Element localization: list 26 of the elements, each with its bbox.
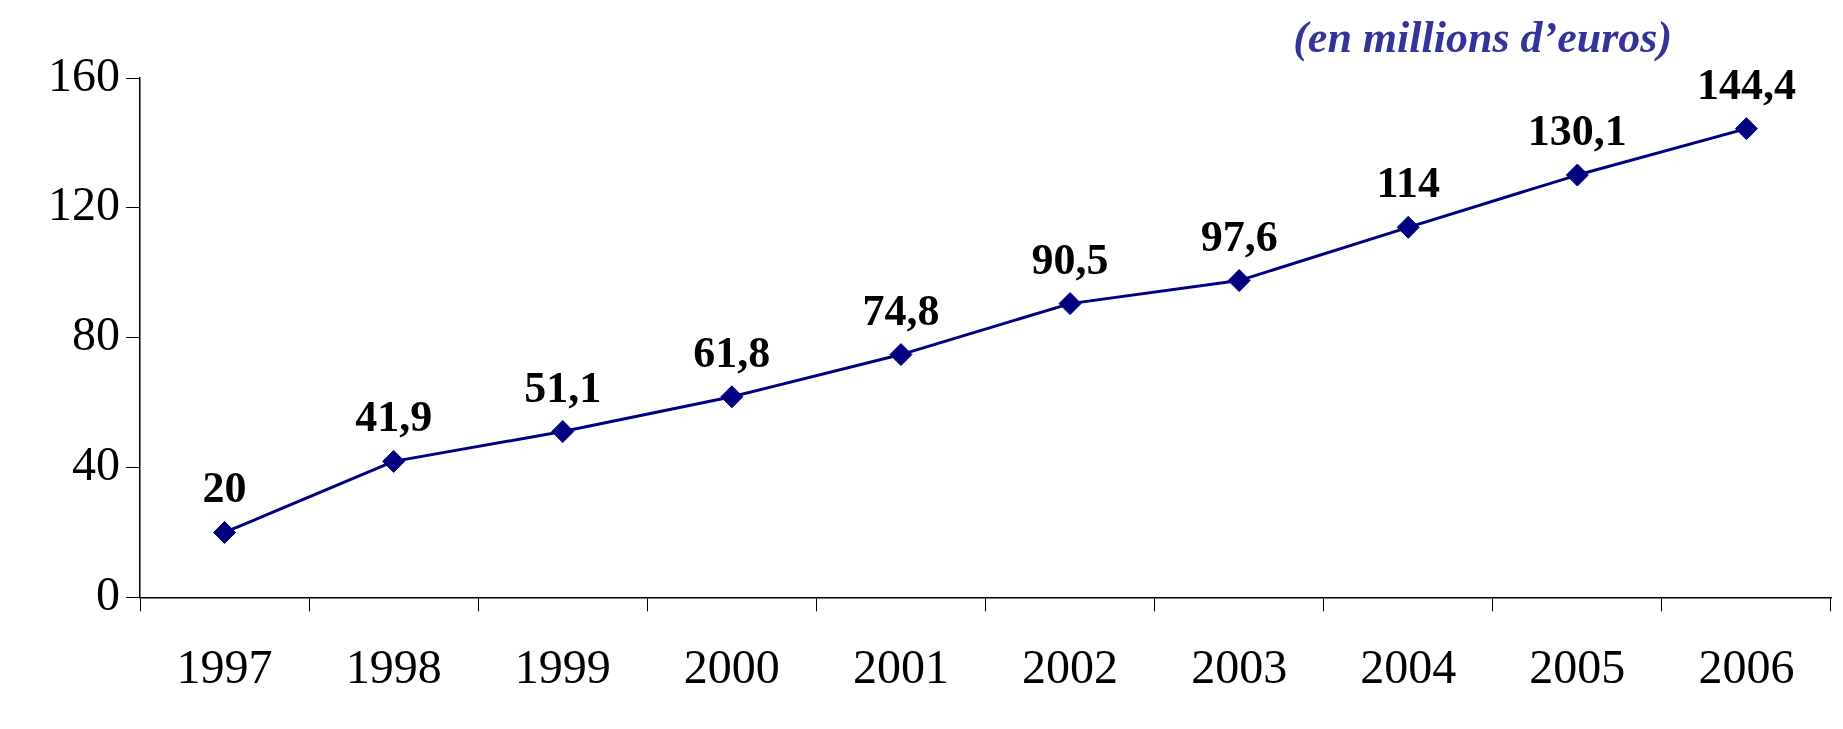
y-tick-label: 40 [72, 437, 120, 491]
x-tick-label: 2004 [1360, 639, 1457, 693]
data-label: 90,5 [1031, 234, 1109, 284]
y-tick-label: 160 [48, 47, 120, 101]
data-label: 41,9 [355, 392, 433, 442]
data-label: 74,8 [862, 285, 940, 335]
x-tick-label: 1997 [176, 639, 273, 693]
data-label: 51,1 [524, 362, 602, 412]
x-tick-label: 1999 [514, 639, 611, 693]
x-tick-label: 2005 [1529, 639, 1626, 693]
x-tick-label: 2000 [683, 639, 780, 693]
data-label: 20 [202, 463, 247, 513]
data-label: 144,4 [1696, 59, 1796, 109]
x-tick-label: 2003 [1191, 639, 1288, 693]
y-tick-label: 120 [48, 177, 120, 231]
data-label: 114 [1376, 158, 1441, 208]
data-label: 130,1 [1527, 106, 1627, 156]
data-label: 61,8 [693, 327, 771, 377]
x-tick-label: 2002 [1022, 639, 1119, 693]
y-tick-label: 0 [96, 567, 120, 621]
chart-title: (en millions d’euros) [1293, 13, 1673, 62]
data-label: 97,6 [1200, 211, 1278, 261]
x-tick-label: 1998 [345, 639, 442, 693]
x-tick-label: 2001 [852, 639, 949, 693]
x-tick-label: 2006 [1698, 639, 1795, 693]
y-tick-label: 80 [72, 307, 120, 361]
